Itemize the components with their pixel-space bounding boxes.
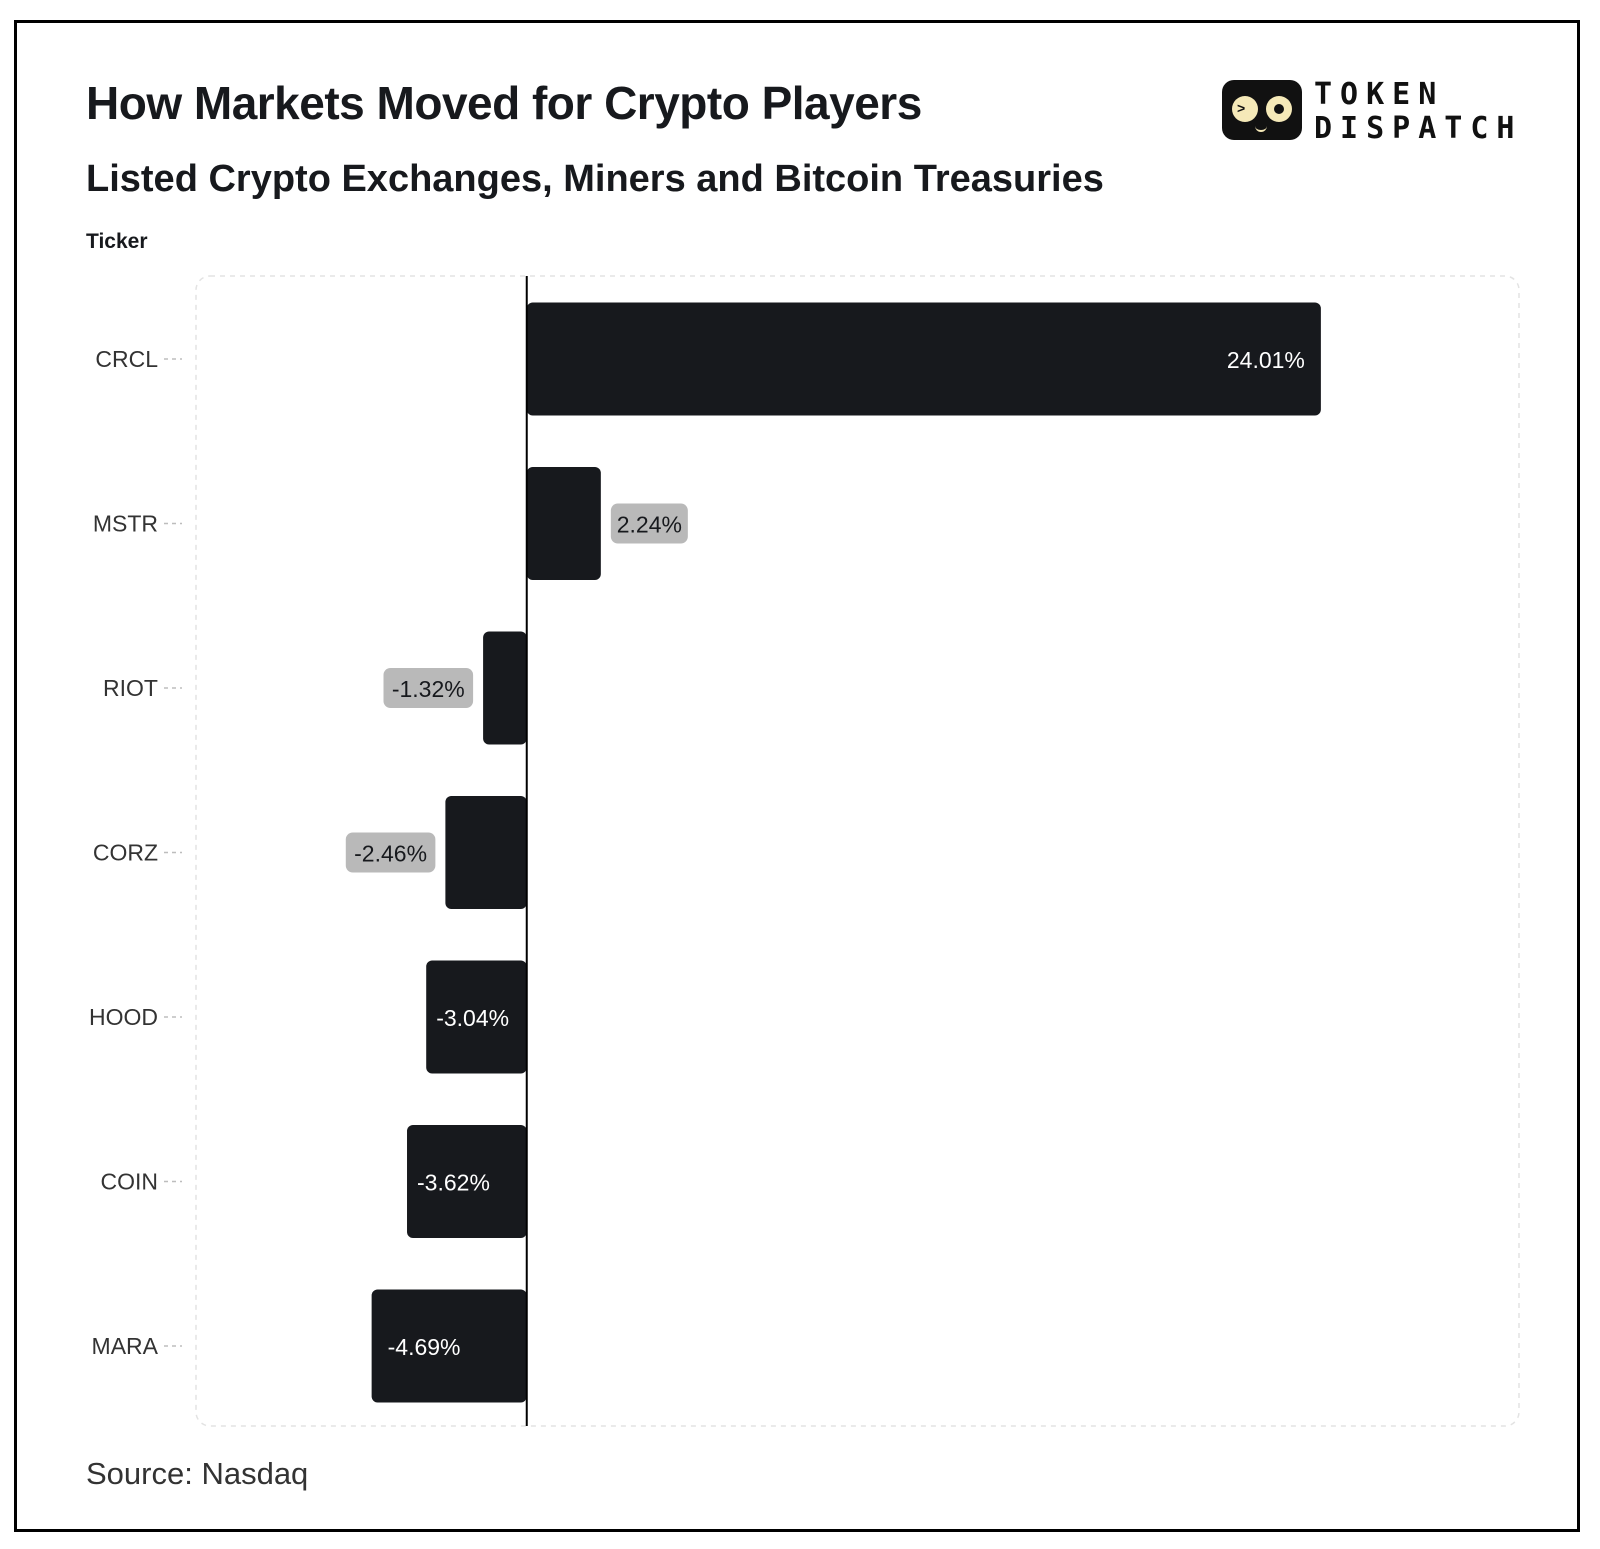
token-dispatch-logo: > TOKEN DISPATCH	[1222, 77, 1562, 146]
bar-coin	[407, 1125, 527, 1238]
chart-subtitle: Listed Crypto Exchanges, Miners and Bitc…	[86, 158, 1104, 200]
data-label-hood: -3.04%	[436, 1005, 509, 1031]
bar-mstr	[526, 467, 601, 580]
y-tick-label-mara: MARA	[92, 1333, 159, 1359]
y-tick-label-riot: RIOT	[103, 675, 158, 701]
logo-text-line2: DISPATCH	[1314, 111, 1523, 146]
bar-mara	[371, 1289, 527, 1403]
logo-text-line1: TOKEN	[1314, 77, 1445, 112]
bar-crcl	[526, 302, 1321, 416]
logo-right-eye	[1266, 96, 1292, 122]
data-label-crcl: 24.01%	[1227, 347, 1305, 373]
y-tick-label-mstr: MSTR	[93, 511, 158, 537]
data-label-bg-mstr	[610, 503, 688, 544]
data-label-mara: -4.69%	[388, 1334, 461, 1360]
data-label-bg-riot	[383, 668, 474, 708]
data-label-riot: -1.32%	[392, 676, 465, 702]
source-note: Source: Nasdaq	[86, 1456, 309, 1491]
bar-corz	[445, 796, 527, 909]
chart-frame	[14, 20, 1580, 1532]
y-tick-label-crcl: CRCL	[95, 346, 158, 372]
y-tick-label-coin: COIN	[101, 1169, 159, 1195]
y-tick-label-hood: HOOD	[89, 1004, 158, 1030]
data-label-mstr: 2.24%	[617, 512, 682, 538]
data-label-coin: -3.62%	[417, 1170, 490, 1196]
chart-title: How Markets Moved for Crypto Players	[86, 77, 922, 129]
bar-hood	[426, 960, 527, 1074]
y-tick-label-corz: CORZ	[93, 840, 158, 866]
token-dispatch-face-icon: >	[1222, 80, 1302, 140]
logo-mouth	[1255, 124, 1267, 132]
data-label-bg-corz	[345, 832, 436, 873]
data-label-corz: -2.46%	[354, 841, 427, 867]
bar-riot	[483, 631, 527, 745]
y-axis-title: Ticker	[86, 230, 148, 253]
logo-left-eye: >	[1232, 96, 1258, 122]
